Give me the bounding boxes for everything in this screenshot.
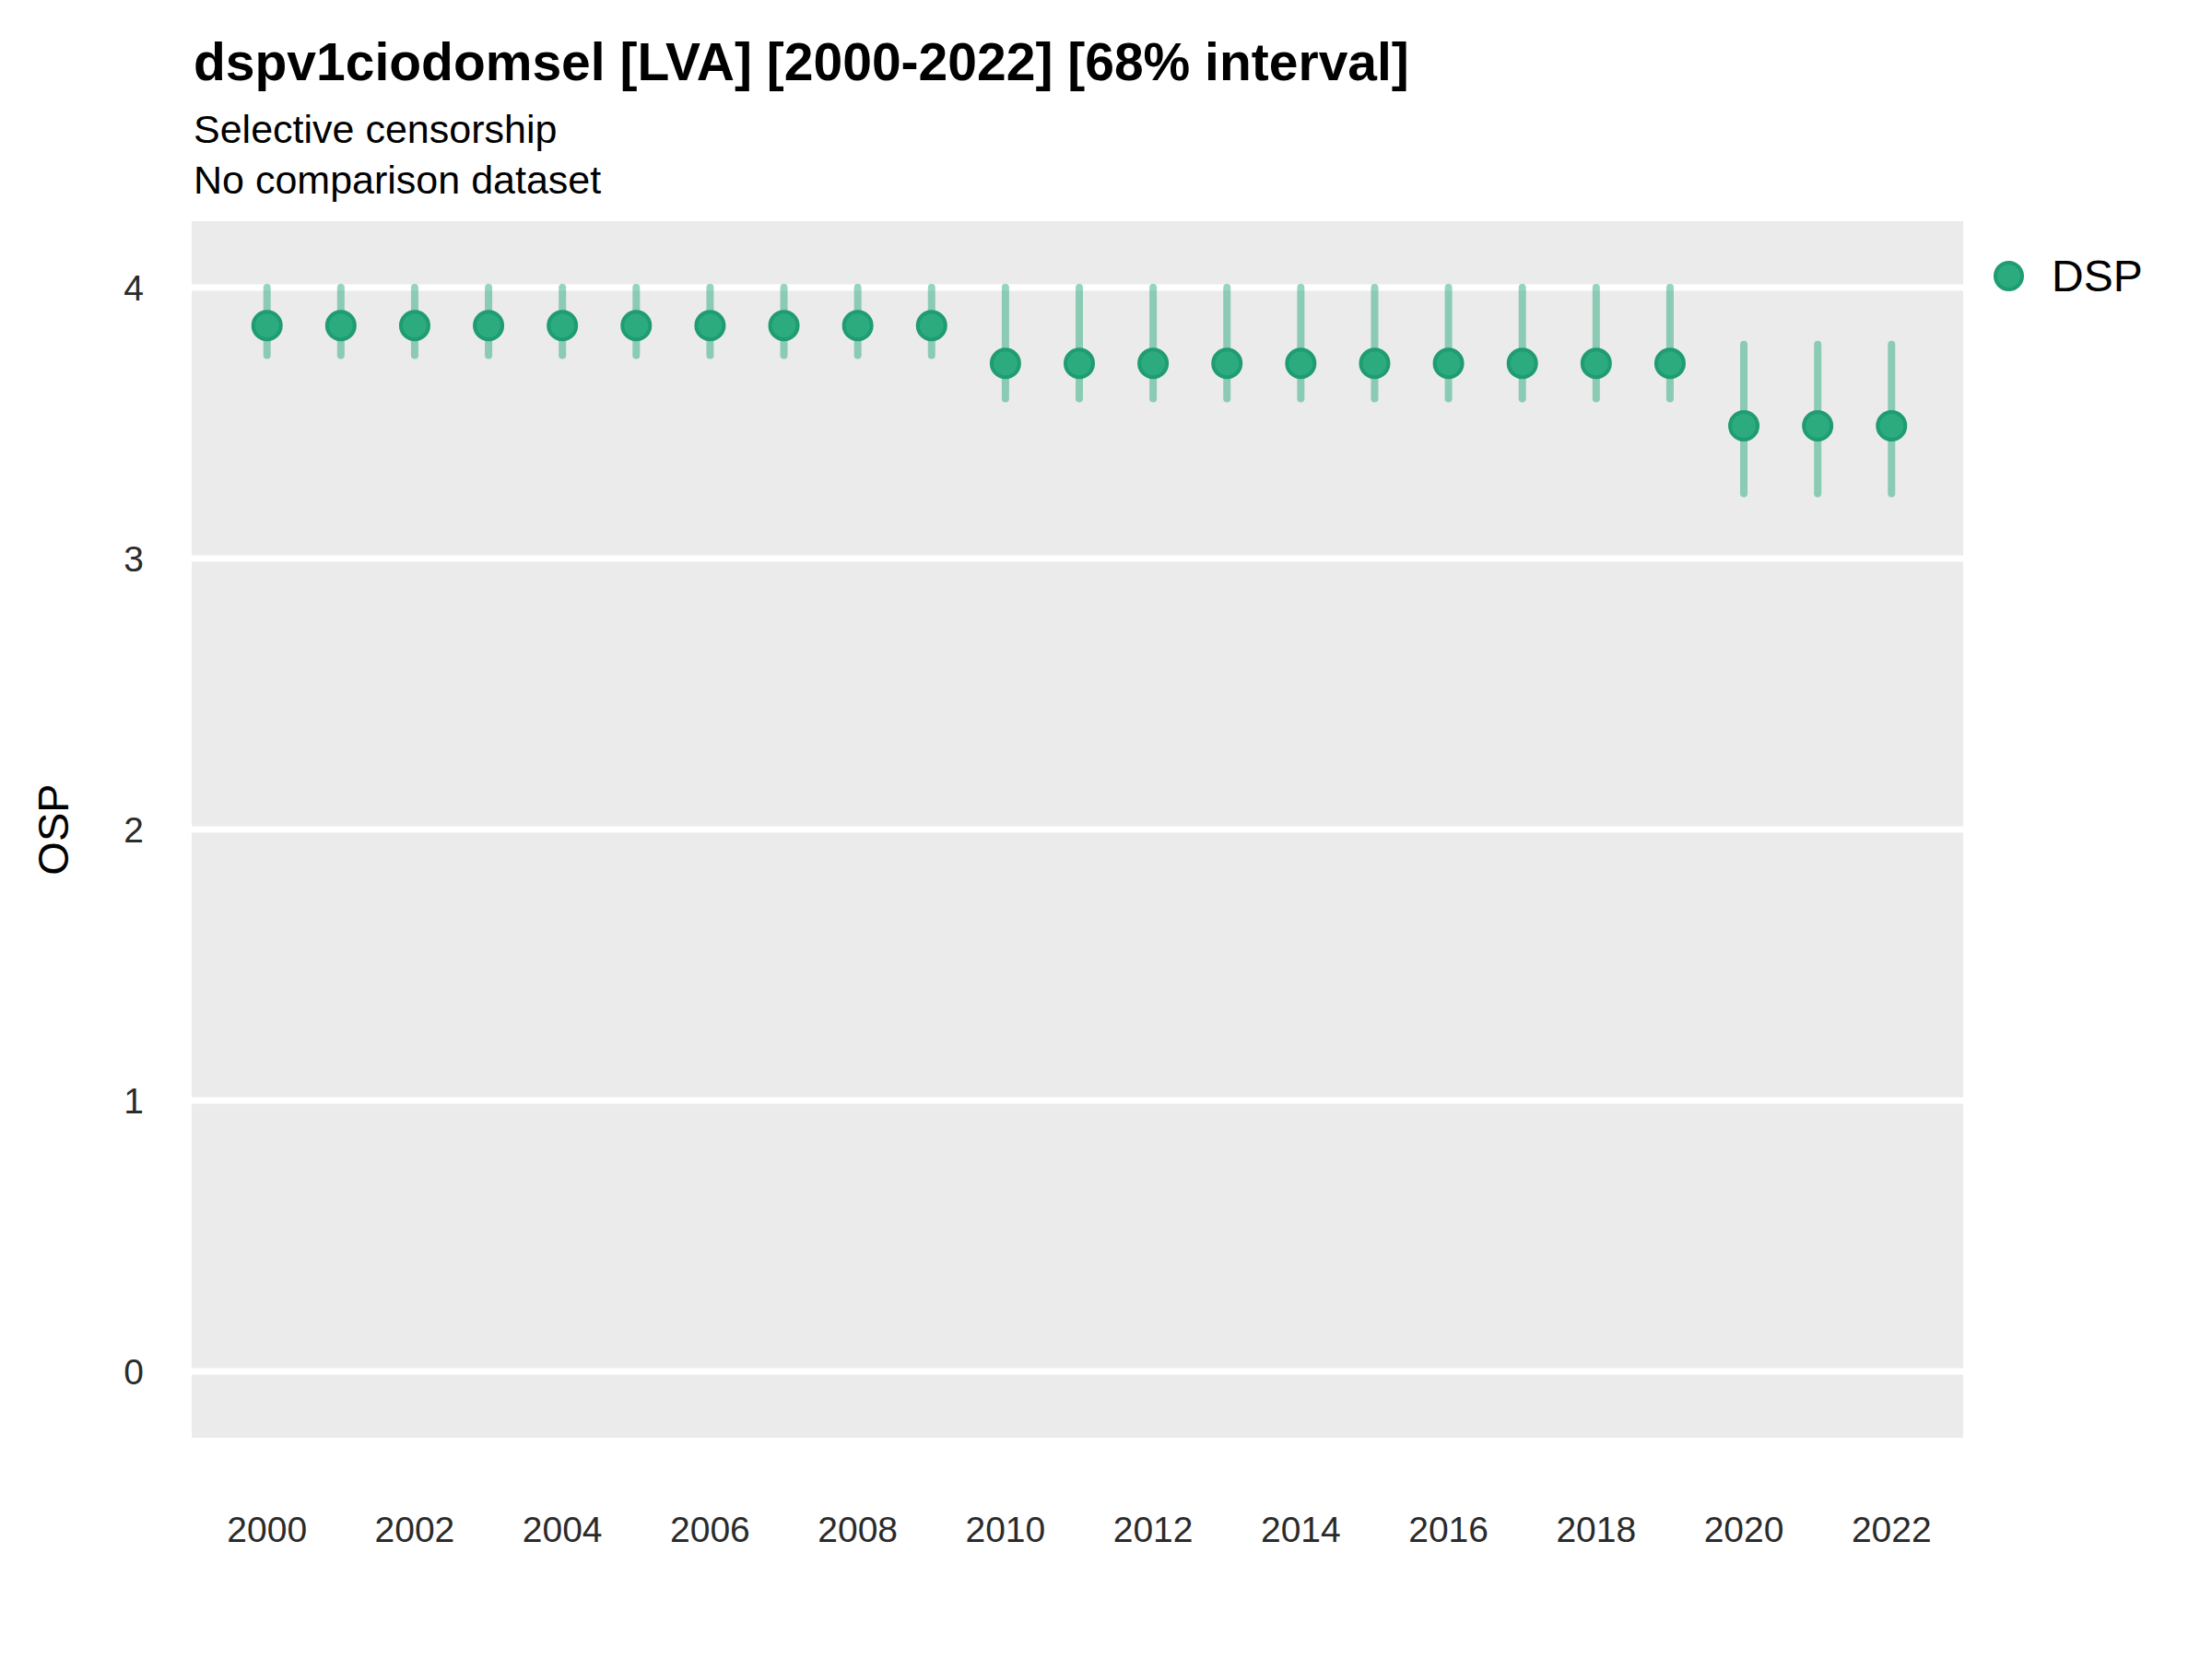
- x-tick-label: 2008: [818, 1512, 898, 1547]
- data-point: [1360, 349, 1388, 377]
- data-point: [1583, 349, 1610, 377]
- x-tick-label: 2004: [523, 1512, 603, 1547]
- legend-label: DSP: [2052, 251, 2143, 301]
- data-point: [475, 312, 502, 339]
- data-point: [1213, 349, 1241, 377]
- legend-point-icon: [1994, 261, 2024, 291]
- data-point: [401, 312, 429, 339]
- y-tick-label: 0: [37, 1354, 144, 1390]
- x-tick-label: 2016: [1408, 1512, 1488, 1547]
- data-point: [992, 349, 1019, 377]
- data-point: [844, 312, 872, 339]
- x-tick-label: 2022: [1852, 1512, 1932, 1547]
- data-point: [1730, 412, 1758, 440]
- data-point: [1065, 349, 1093, 377]
- data-point: [327, 312, 355, 339]
- chart-caption-line: No comparison dataset: [194, 159, 601, 201]
- data-point: [1287, 349, 1314, 377]
- chart-canvas: dspv1ciodomsel [LVA] [2000-2022] [68% in…: [0, 0, 2212, 1659]
- y-tick-label: 1: [37, 1083, 144, 1119]
- data-point: [771, 312, 798, 339]
- x-tick-label: 2014: [1261, 1512, 1341, 1547]
- chart-title: dspv1ciodomsel [LVA] [2000-2022] [68% in…: [194, 35, 1409, 90]
- x-tick-label: 2002: [375, 1512, 455, 1547]
- x-tick-label: 2006: [670, 1512, 750, 1547]
- x-tick-label: 2000: [227, 1512, 307, 1547]
- chart-subtitle: Selective censorship: [194, 109, 557, 150]
- data-point: [1139, 349, 1167, 377]
- data-point: [1804, 412, 1831, 440]
- data-point: [1656, 349, 1684, 377]
- data-point: [918, 312, 946, 339]
- x-tick-label: 2010: [965, 1512, 1045, 1547]
- x-tick-label: 2020: [1704, 1512, 1784, 1547]
- data-point: [696, 312, 724, 339]
- x-tick-label: 2018: [1556, 1512, 1636, 1547]
- legend: DSP: [1994, 251, 2143, 301]
- data-point: [622, 312, 650, 339]
- data-point: [1509, 349, 1536, 377]
- y-tick-label: 3: [37, 541, 144, 577]
- data-point: [253, 312, 281, 339]
- y-tick-label: 4: [37, 270, 144, 306]
- plot-panel: [192, 221, 1963, 1438]
- data-point: [548, 312, 576, 339]
- data-point: [1877, 412, 1905, 440]
- x-tick-label: 2012: [1113, 1512, 1194, 1547]
- y-tick-label: 2: [37, 812, 144, 848]
- data-point: [1435, 349, 1463, 377]
